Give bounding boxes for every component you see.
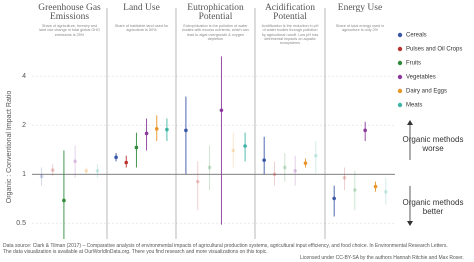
panel-note: Share of habitable land used for agricul… bbox=[114, 24, 169, 33]
legend-swatch bbox=[397, 102, 403, 108]
y-tick-label: 0.5 bbox=[16, 220, 26, 227]
annotation: Organic methods worse bbox=[402, 135, 464, 153]
y-tick-label: 4 bbox=[22, 73, 26, 80]
legend-swatch bbox=[397, 74, 403, 80]
panel-title: Acidification Potential bbox=[264, 3, 316, 22]
point bbox=[373, 184, 378, 189]
panel-title: Land Use bbox=[123, 3, 160, 13]
point bbox=[262, 158, 266, 162]
footer: Data source: Clark & Tilman (2017) – Com… bbox=[3, 243, 448, 249]
point bbox=[314, 153, 318, 158]
point bbox=[293, 168, 297, 173]
panel-title: Energy Use bbox=[337, 3, 383, 13]
legend-label: Pulses and Oil Crops bbox=[406, 47, 462, 53]
point bbox=[231, 148, 236, 153]
point bbox=[243, 144, 247, 148]
footer: Licensed under CC-BY-SA by the authors H… bbox=[300, 255, 464, 261]
point bbox=[144, 131, 149, 136]
panel-note: Share of agriculture, forestry and land … bbox=[38, 24, 100, 37]
point bbox=[342, 176, 347, 180]
point bbox=[184, 128, 188, 133]
panel-note: Share of total energy used in agricultur… bbox=[335, 24, 385, 33]
legend-swatch bbox=[397, 88, 403, 94]
point bbox=[50, 168, 55, 172]
panel-title: Eutrophication Potential bbox=[187, 3, 244, 22]
point bbox=[332, 196, 336, 201]
y-axis-label: Organic : Conventional Impact Ratio bbox=[6, 91, 13, 204]
point bbox=[363, 128, 367, 133]
legend-label: Cereals bbox=[406, 33, 427, 39]
point bbox=[124, 160, 129, 165]
point bbox=[95, 168, 100, 173]
point bbox=[195, 179, 200, 184]
point bbox=[39, 174, 44, 179]
panel-note: Acidification is the reduction in pH of … bbox=[261, 24, 319, 46]
point bbox=[84, 168, 89, 173]
panel-note: Eutrophication is the pollution of water… bbox=[182, 24, 249, 41]
point bbox=[62, 198, 66, 203]
legend-swatch bbox=[397, 46, 403, 52]
legend-swatch bbox=[397, 60, 403, 66]
legend-label: Vegetables bbox=[406, 75, 436, 81]
legend-swatch bbox=[397, 32, 403, 38]
legend-label: Dairy and Eggs bbox=[406, 89, 447, 95]
point bbox=[303, 161, 308, 165]
y-tick-label: 2 bbox=[22, 122, 26, 129]
arrow-head bbox=[407, 221, 413, 226]
point bbox=[353, 188, 357, 192]
point bbox=[272, 172, 277, 177]
annotation: Organic methods better bbox=[402, 198, 464, 216]
footer: The data visualization is available at O… bbox=[3, 249, 268, 255]
point bbox=[207, 165, 212, 170]
point bbox=[283, 165, 287, 170]
point bbox=[219, 108, 224, 113]
point bbox=[154, 127, 159, 131]
point bbox=[73, 159, 77, 164]
legend-label: Fruits bbox=[406, 61, 421, 67]
legend-label: Meats bbox=[406, 103, 422, 109]
arrow-head bbox=[407, 120, 413, 125]
point bbox=[165, 127, 169, 132]
y-tick-label: 1 bbox=[22, 171, 26, 178]
point bbox=[114, 155, 118, 160]
point bbox=[384, 189, 388, 194]
point bbox=[134, 145, 139, 150]
panel-title: Greenhouse Gas Emissions bbox=[38, 3, 101, 22]
